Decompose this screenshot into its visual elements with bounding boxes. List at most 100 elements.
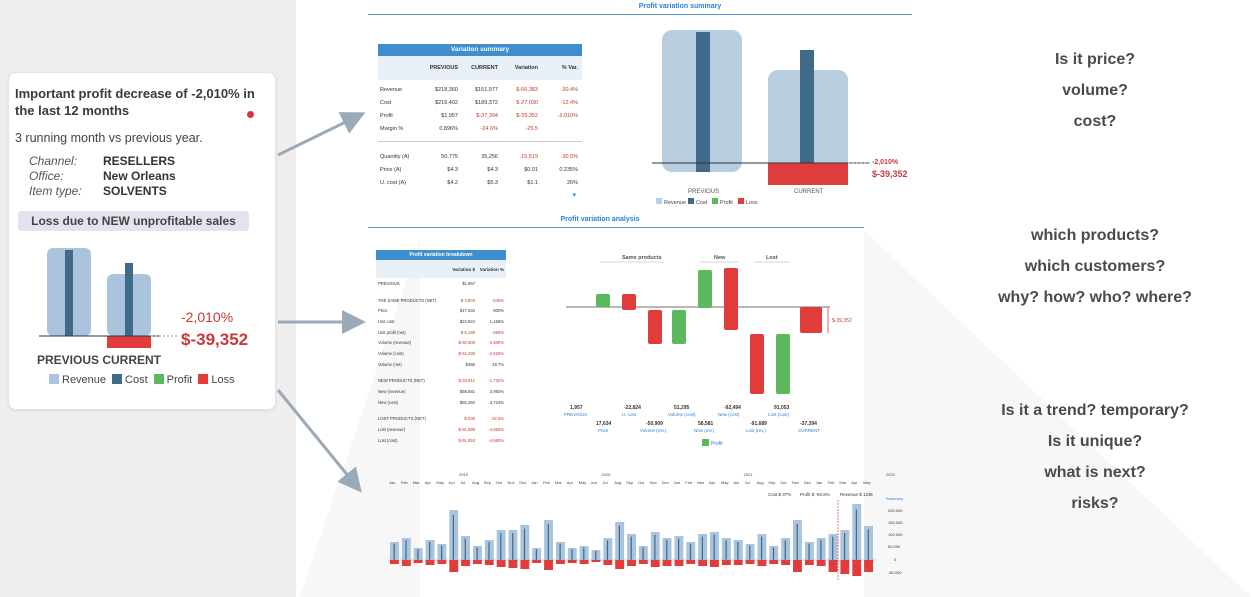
bottom-value: -91,689	[750, 421, 767, 427]
timeline-loss-bar	[556, 560, 565, 564]
timeline-cost-bar	[678, 538, 680, 560]
table-cell: -4,683%	[488, 427, 504, 433]
month-label: Sep	[484, 480, 492, 485]
chart-pct: -2,010%	[872, 159, 899, 166]
y-tick: 50,000	[888, 544, 901, 549]
table-cell: 4,724%	[489, 399, 504, 405]
insight-subtitle: 3 running month vs previous year.	[15, 131, 203, 145]
table-row: New (revenue) $58,581 2,992%	[376, 386, 506, 397]
arrow-to-summary-icon	[277, 112, 366, 157]
table-cell: Volume (revenue)	[378, 340, 412, 346]
legend-item: Profit	[153, 374, 193, 386]
table-row: Volume (cost) $-51,295 -2,620%	[376, 348, 506, 359]
top-sub: Volume (cost)	[668, 412, 696, 417]
timeline-loss-bar	[638, 560, 648, 564]
attribute-value: SOLVENTS	[103, 184, 167, 198]
month-label: Dec	[662, 480, 669, 485]
waterfall-chart: Same products New Lost $-39,352 1,957 -2…	[564, 255, 852, 447]
question-group-trend: Is it a trend? temporary? Is it unique? …	[948, 395, 1242, 519]
month-label: Feb	[685, 480, 693, 485]
year-label: 2020	[601, 472, 611, 477]
table-row: New (cost) $92,494 4,724%	[376, 397, 506, 408]
top-value: 1,957	[570, 405, 583, 411]
timeline-cost-bar	[749, 545, 751, 560]
top-sub: U. cost	[622, 412, 637, 417]
table-cell: $-91,053	[458, 437, 475, 443]
month-label: Aug	[614, 480, 621, 485]
table-cell: 2,992%	[489, 389, 504, 395]
table-cell: -265%	[491, 329, 504, 335]
month-label: Jul	[460, 480, 465, 485]
waterfall-bar-lost-cost	[776, 334, 790, 394]
top-value: 51,295	[674, 405, 690, 411]
attribute-list: Channel: RESELLERS Office: New Orleans Ite…	[29, 154, 176, 199]
mini-profit-chart	[39, 248, 177, 348]
timeline-cost-bar	[393, 543, 395, 560]
legend-label: Profit	[166, 374, 193, 386]
timeline-loss-bar	[816, 560, 826, 566]
top-sub: PREVIOUS	[564, 412, 587, 417]
previous-cost-bar	[65, 250, 73, 336]
table-row: Revenue $218,360 $151,977 $-66,383 -30.4%	[378, 83, 582, 96]
waterfall-bar-price	[596, 294, 610, 307]
table-cell: -2,010%	[557, 112, 579, 119]
current-cost-bar	[800, 50, 814, 172]
timeline-loss-bar	[532, 560, 542, 563]
month-label: Jan	[389, 480, 395, 485]
annotation: Cost $ 37%	[768, 492, 791, 497]
column-header: PREVIOUS	[429, 65, 458, 71]
month-label: May	[721, 480, 729, 485]
month-label: May	[863, 480, 871, 485]
month-label: Mar	[697, 480, 705, 485]
table-cell: -15,519	[519, 153, 538, 160]
loss-swatch-icon	[738, 198, 744, 204]
timeline-cost-bar	[512, 533, 514, 560]
cost-swatch-icon	[688, 198, 694, 204]
timeline-loss-bar	[852, 560, 862, 576]
timeline-loss-bar	[686, 560, 696, 564]
month-label: Mar	[839, 480, 847, 485]
range-label: $-39,352	[832, 318, 852, 324]
table-cell: Volume (net)	[378, 361, 402, 367]
table-row: Unit cost $22,824 1,165%	[376, 316, 506, 327]
arrow-to-timeline-icon	[276, 389, 362, 493]
bottom-sub: CURRENT	[798, 428, 820, 433]
month-label: Aug	[472, 480, 479, 485]
timeline-cost-bar	[654, 534, 656, 560]
table-cell: Unit profit (net)	[378, 329, 406, 335]
timeline-cost-bar	[583, 547, 585, 560]
timeline-cost-bar	[476, 547, 478, 560]
bottom-value: 58,581	[698, 421, 714, 427]
bottom-sub: New (rev.)	[694, 428, 715, 433]
x-label: CURRENT	[794, 189, 824, 195]
waterfall-bar-vol-cost	[672, 310, 686, 344]
month-label: Nov	[792, 480, 799, 485]
timeline-loss-bar	[721, 560, 731, 565]
question-text: which products?	[1031, 227, 1159, 244]
table-row: Lost (cost) $-91,053 -4,650%	[376, 435, 506, 446]
table-cell: $-91,689	[458, 427, 475, 433]
loss-swatch-icon	[198, 374, 209, 384]
timeline-cost-bar	[405, 540, 407, 560]
table-row: Cost $216,402 $189,372 $-27,030 -12.4%	[378, 96, 582, 109]
top-value: 91,053	[774, 405, 790, 411]
bottom-sub: Price	[598, 428, 609, 433]
table-cell: -30.4%	[560, 86, 578, 93]
table-cell: Lost (revenue)	[378, 427, 405, 433]
question-text: which customers?	[1024, 258, 1166, 275]
timeline-loss-bar	[544, 560, 553, 570]
timeline-cost-bar	[642, 547, 644, 560]
attribute-row: Office: New Orleans	[29, 169, 176, 184]
timeline-cost-bar	[701, 536, 703, 560]
table-cell: $58,581	[459, 389, 475, 395]
expand-icon[interactable]: ▾	[572, 192, 576, 199]
table-title: Variation summary	[378, 44, 582, 56]
timeline-cost-bar	[618, 525, 620, 560]
timeline-loss-bar	[698, 560, 708, 566]
month-label: Apr	[709, 480, 716, 485]
month-label: Jun	[448, 480, 454, 485]
insight-card[interactable]: Important profit decrease of -2,010% in …	[8, 72, 276, 410]
table-cell: $-4,803	[460, 297, 475, 303]
revenue-swatch-icon	[49, 374, 59, 384]
chart-x-labels: PREVIOUS CURRENT	[37, 353, 162, 367]
